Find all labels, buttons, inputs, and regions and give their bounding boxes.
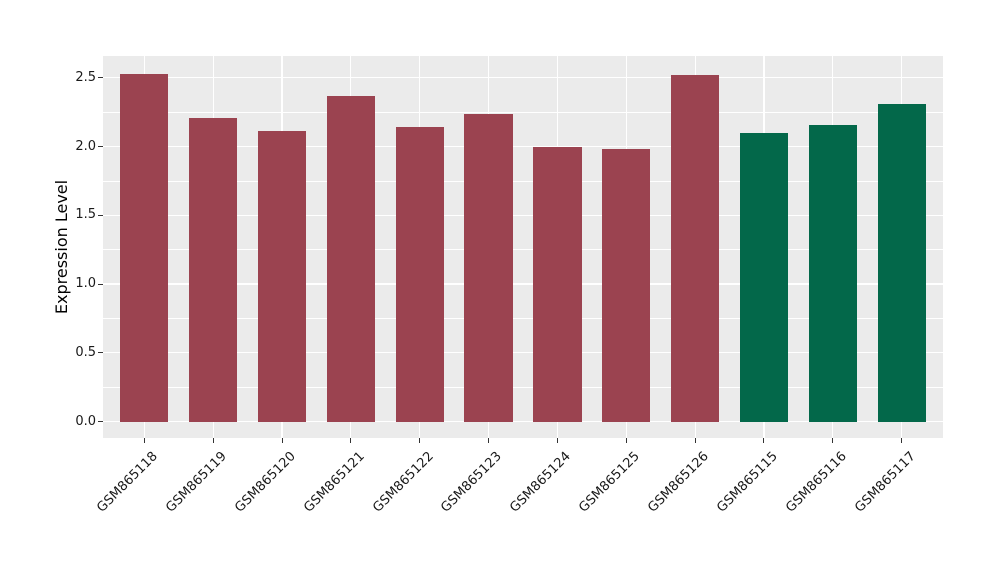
x-axis-tick xyxy=(350,438,352,443)
x-axis-tick-label: GSM865120 xyxy=(232,449,299,516)
gridline-horizontal-major xyxy=(103,77,943,79)
gridline-horizontal-minor xyxy=(103,318,943,319)
bar-GSM865124 xyxy=(533,146,582,422)
y-axis-tick xyxy=(98,283,103,285)
y-axis-tick xyxy=(98,352,103,354)
y-axis-tick-label: 1.5 xyxy=(75,207,96,223)
x-axis-tick-label: GSM865122 xyxy=(369,449,437,516)
bar-GSM865120 xyxy=(257,131,307,422)
y-axis-tick xyxy=(98,421,103,422)
bar-GSM865123 xyxy=(464,113,513,422)
x-axis-tick-label: GSM865125 xyxy=(576,449,643,516)
bar-GSM865126 xyxy=(671,75,720,422)
gridline-horizontal-minor xyxy=(103,111,943,113)
gridline-horizontal-minor xyxy=(103,386,943,388)
y-axis-tick-label: 0.5 xyxy=(75,344,96,360)
x-axis-tick-label: GSM865116 xyxy=(782,449,850,516)
bar-GSM865119 xyxy=(189,117,238,422)
x-axis-tick-label: GSM865117 xyxy=(851,449,919,516)
x-axis-tick-label: GSM865124 xyxy=(507,449,575,516)
x-axis-tick xyxy=(625,438,627,443)
x-axis-tick-label: GSM865126 xyxy=(645,449,712,516)
x-axis-tick-label: GSM865118 xyxy=(94,449,161,516)
x-axis-tick xyxy=(488,438,490,443)
x-axis-tick xyxy=(832,438,834,443)
x-axis-tick xyxy=(281,438,283,443)
y-axis-tick-label: 0.0 xyxy=(75,413,96,429)
bar-GSM865118 xyxy=(120,73,169,422)
x-axis-tick-label: GSM865123 xyxy=(438,449,506,516)
y-axis-tick xyxy=(98,146,103,147)
x-axis-tick-label: GSM865115 xyxy=(713,449,781,516)
bar-GSM865115 xyxy=(739,132,789,422)
gridline-horizontal-major xyxy=(103,420,943,423)
y-axis-title: Expression Level xyxy=(52,179,71,315)
gridline-horizontal-major xyxy=(103,283,943,285)
x-axis-tick-label: GSM865121 xyxy=(300,449,368,516)
plot-panel xyxy=(103,56,943,438)
x-axis-tick xyxy=(419,438,421,443)
y-axis-tick xyxy=(98,77,103,79)
y-axis-tick-label: 1.0 xyxy=(75,276,96,291)
x-axis-tick-label: GSM865119 xyxy=(163,449,230,516)
y-axis-tick-label: 2.0 xyxy=(75,138,96,154)
x-axis-tick xyxy=(694,438,696,443)
gridline-horizontal-minor xyxy=(103,180,943,182)
gridline-horizontal-major xyxy=(103,214,943,216)
x-axis-tick xyxy=(143,438,145,443)
gridline-horizontal-major xyxy=(103,145,943,148)
bar-GSM865125 xyxy=(602,149,651,422)
x-axis-tick xyxy=(763,438,765,443)
x-axis-tick xyxy=(901,438,903,443)
x-axis-tick xyxy=(212,438,214,443)
bar-GSM865117 xyxy=(877,103,926,422)
bar-GSM865116 xyxy=(808,124,857,422)
bar-GSM865122 xyxy=(395,127,444,422)
bar-GSM865121 xyxy=(326,95,375,422)
gridline-horizontal-minor xyxy=(103,249,943,250)
gridline-horizontal-major xyxy=(103,352,943,354)
y-axis-tick xyxy=(98,214,103,216)
y-axis-tick-label: 2.5 xyxy=(75,69,96,85)
x-axis-tick xyxy=(556,438,558,443)
